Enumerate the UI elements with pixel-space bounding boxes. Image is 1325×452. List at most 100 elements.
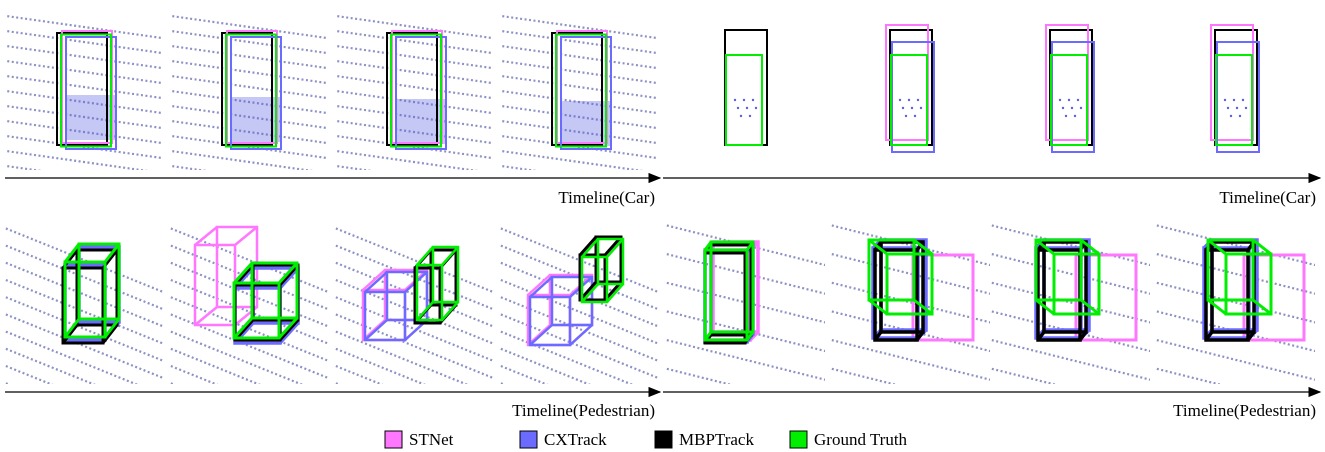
- scan-line: [665, 338, 825, 381]
- track-box-edge: [277, 261, 299, 285]
- scan-line: [830, 281, 990, 324]
- point: [1079, 106, 1083, 110]
- point: [742, 98, 746, 102]
- legend-label: CXTrack: [544, 430, 607, 449]
- scan-line: [335, 14, 493, 40]
- track-box: [395, 36, 447, 150]
- track-box-edge: [913, 298, 933, 316]
- legend-swatch: [384, 430, 403, 449]
- track-box: [703, 248, 749, 342]
- track-box-edge: [581, 238, 599, 258]
- point: [1061, 106, 1065, 110]
- track-box: [1042, 240, 1088, 334]
- point-cloud: [335, 226, 493, 384]
- point-cloud: [990, 223, 1150, 384]
- scan-line: [170, 89, 328, 115]
- track-box-edge: [1252, 238, 1272, 256]
- scan-line: [170, 14, 328, 40]
- scan-line: [170, 44, 328, 70]
- track-box: [363, 290, 407, 342]
- track-box-edge: [1036, 240, 1046, 252]
- scan-line: [500, 89, 658, 115]
- scan-line: [500, 119, 658, 145]
- track-box: [77, 245, 121, 324]
- track-box-edge: [529, 276, 553, 298]
- track-box-edge: [63, 243, 81, 263]
- point: [739, 114, 743, 118]
- track-box-edge: [1207, 298, 1227, 316]
- scan-line: [170, 119, 328, 145]
- point: [751, 98, 755, 102]
- timeline-label: Timeline(Pedestrian): [512, 401, 655, 420]
- point: [919, 106, 923, 110]
- track-box-edge: [1078, 330, 1088, 342]
- track-box: [555, 33, 607, 148]
- point-cloud: [885, 24, 935, 153]
- point: [1235, 106, 1239, 110]
- scan-line: [830, 309, 990, 353]
- track-box-edge: [1252, 298, 1272, 316]
- track-box-edge: [416, 301, 434, 321]
- scan-line: [5, 89, 163, 115]
- track-box: [230, 36, 282, 150]
- track-box-edge: [1204, 330, 1214, 342]
- scan-line: [335, 330, 469, 384]
- track-box-edge: [63, 318, 81, 338]
- track-box: [867, 238, 916, 302]
- scan-line: [5, 364, 54, 384]
- timeline-label: Timeline(Car): [558, 188, 655, 207]
- point-cloud: [1210, 24, 1260, 153]
- scan-line: [990, 338, 1150, 381]
- point: [1223, 98, 1227, 102]
- scan-line: [5, 119, 163, 145]
- track-box: [413, 266, 442, 325]
- track-box: [724, 29, 768, 146]
- track-box: [56, 32, 108, 146]
- scan-line: [500, 364, 549, 384]
- scan-line: [665, 367, 733, 384]
- track-box: [77, 242, 121, 321]
- track-box: [65, 36, 117, 150]
- point: [1244, 106, 1248, 110]
- scan-line: [335, 104, 493, 130]
- track-box: [560, 36, 612, 150]
- track-box: [1050, 54, 1088, 146]
- scan-line: [1155, 281, 1315, 324]
- point: [745, 106, 749, 110]
- scan-line: [665, 252, 825, 295]
- point: [907, 98, 911, 102]
- track-box-edge: [278, 263, 300, 287]
- track-box-edge: [416, 246, 434, 266]
- point-cloud: [170, 225, 328, 384]
- scan-line: [5, 381, 11, 384]
- scan-line: [335, 29, 493, 55]
- track-box-edge: [364, 319, 388, 341]
- scan-line: [500, 104, 658, 130]
- point-cloud: [830, 223, 990, 384]
- scan-line: [170, 330, 304, 384]
- track-box-edge: [703, 331, 713, 341]
- track-box: [580, 255, 609, 304]
- legend-swatch: [654, 430, 673, 449]
- scan-line: [500, 74, 658, 100]
- scan-line: [335, 59, 493, 85]
- point: [1238, 114, 1242, 118]
- track-box: [551, 32, 603, 146]
- scan-line: [170, 74, 328, 100]
- legend-label: Ground Truth: [814, 430, 908, 449]
- point-cloud: [665, 223, 825, 384]
- scan-line: [170, 381, 176, 384]
- point-cloud: [724, 29, 768, 146]
- track-box-edge: [527, 274, 551, 296]
- point-cloud: [335, 14, 493, 170]
- track-box-edge: [101, 324, 119, 344]
- track-box-edge: [606, 283, 624, 303]
- track-box: [232, 281, 281, 340]
- scan-line: [170, 312, 328, 380]
- track-box-edge: [868, 298, 888, 316]
- track-box-edge: [913, 238, 933, 256]
- track-box: [1242, 253, 1306, 342]
- scan-line: [335, 164, 373, 170]
- track-box: [385, 270, 429, 322]
